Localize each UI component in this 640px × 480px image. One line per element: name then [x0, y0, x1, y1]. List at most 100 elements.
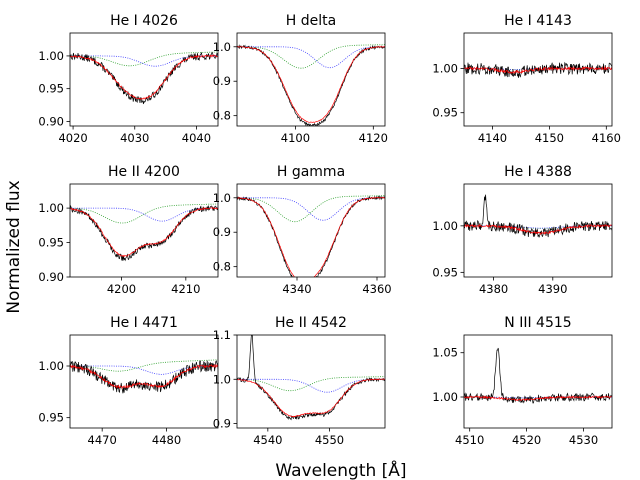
panel: He I 4388 4380 4390 0.95 1.00 [432, 164, 613, 296]
x-tick-label: 4360 [362, 282, 391, 296]
y-tick-label: 0.9 [213, 417, 231, 431]
panel-title: He I 4026 [110, 13, 178, 29]
x-tick-label: 4480 [152, 433, 181, 447]
y-tick-label: 1.00 [432, 61, 458, 75]
panel-series [237, 335, 385, 421]
x-tick-label: 4550 [315, 433, 344, 447]
observed-spectrum-line [464, 347, 612, 404]
y-tick-label: 0.90 [38, 270, 64, 284]
panel: H delta 4100 4120 0.8 0.9 1.0 [213, 13, 388, 145]
panel-series [464, 347, 612, 404]
y-tick-label: 1.05 [432, 346, 458, 360]
x-tick-label: 4140 [478, 131, 507, 145]
x-tick-label: 4380 [479, 282, 508, 296]
panel: H gamma 4340 4360 0.8 0.9 1.0 [213, 164, 392, 296]
y-tick-label: 0.95 [38, 411, 64, 425]
panel-frame [69, 183, 219, 278]
component-2-line [464, 396, 612, 399]
x-axis-label: Wavelength [Å] [275, 459, 406, 480]
x-tick-label: 4100 [281, 131, 310, 145]
observed-spectrum-line [70, 360, 218, 394]
model-spectrum-line [237, 378, 385, 418]
x-tick-label: 4540 [253, 433, 282, 447]
panel-frame [236, 334, 386, 429]
x-tick-label: 4150 [535, 131, 564, 145]
x-tick-label: 4530 [569, 433, 598, 447]
model-spectrum-line [464, 66, 612, 75]
observed-spectrum-line [464, 194, 612, 238]
panel: He I 4026 4020 4030 4040 0.90 0.95 1.00 [38, 13, 219, 145]
panel-title: He I 4471 [110, 315, 178, 331]
component-2-line [70, 55, 218, 67]
panel-frame [463, 183, 613, 278]
panel-frame [463, 334, 613, 429]
x-tick-label: 4390 [538, 282, 567, 296]
model-spectrum-line [70, 363, 218, 389]
y-tick-label: 0.8 [213, 260, 231, 274]
panel-frame [69, 32, 219, 127]
y-tick-label: 0.8 [213, 109, 231, 123]
observed-spectrum-line [237, 195, 385, 277]
panel-series [70, 51, 218, 105]
model-spectrum-line [70, 207, 218, 258]
x-tick-label: 4210 [171, 282, 200, 296]
panel-title: He II 4200 [108, 164, 180, 180]
panel-series [464, 194, 612, 238]
panel-series [237, 44, 385, 126]
panel: He II 4200 4200 4210 0.90 0.95 1.00 [38, 164, 219, 296]
y-tick-label: 1.00 [432, 219, 458, 233]
x-tick-label: 4030 [120, 131, 149, 145]
panel-title: H delta [286, 13, 336, 29]
y-tick-label: 0.95 [432, 106, 458, 120]
panel-series [70, 359, 218, 394]
x-tick-label: 4200 [107, 282, 136, 296]
y-tick-label: 1.0 [213, 40, 231, 54]
y-tick-label: 0.95 [38, 236, 64, 250]
panel: He I 4143 4140 4150 4160 0.95 1.00 [432, 13, 621, 145]
observed-spectrum-line [70, 204, 218, 262]
x-tick-label: 4470 [88, 433, 117, 447]
panel-series [237, 195, 385, 277]
y-tick-label: 1.00 [432, 390, 458, 404]
model-spectrum-line [70, 54, 218, 101]
y-axis-label: Normalized flux [4, 180, 24, 313]
component-1-line [70, 51, 218, 67]
panel-title: He II 4542 [275, 315, 347, 331]
observed-spectrum-line [237, 44, 385, 126]
y-tick-label: 1.1 [213, 328, 231, 342]
panel-title: H gamma [277, 164, 345, 180]
panel-title: He I 4388 [504, 164, 572, 180]
x-tick-label: 4520 [512, 433, 541, 447]
panel-series [70, 203, 218, 262]
model-spectrum-line [464, 395, 612, 402]
component-1-line [70, 203, 218, 224]
component-1-line [237, 376, 385, 392]
component-2-line [464, 68, 612, 70]
y-tick-label: 1.0 [213, 372, 231, 386]
panel-frame [236, 183, 386, 278]
x-tick-label: 4160 [592, 131, 621, 145]
panel-title: N III 4515 [504, 315, 571, 331]
y-tick-label: 0.9 [213, 74, 231, 88]
component-2-line [70, 365, 218, 375]
x-tick-label: 4510 [455, 433, 484, 447]
y-tick-label: 0.90 [38, 114, 64, 128]
model-spectrum-line [237, 46, 385, 123]
y-tick-label: 1.00 [38, 49, 64, 63]
y-tick-label: 0.9 [213, 225, 231, 239]
component-1-line [237, 195, 385, 223]
observed-spectrum-line [237, 335, 385, 421]
panel-frame [236, 32, 386, 127]
panel-frame [463, 32, 613, 127]
panel: He I 4471 4470 4480 0.95 1.00 [38, 315, 219, 447]
component-1-line [70, 359, 218, 372]
component-2-line [237, 197, 385, 221]
x-tick-label: 4120 [359, 131, 388, 145]
y-tick-label: 1.00 [38, 201, 64, 215]
component-2-line [237, 46, 385, 69]
observed-spectrum-line [464, 61, 612, 78]
y-tick-label: 0.95 [38, 82, 64, 96]
y-tick-label: 1.00 [38, 359, 64, 373]
panel-title: He I 4143 [504, 13, 572, 29]
